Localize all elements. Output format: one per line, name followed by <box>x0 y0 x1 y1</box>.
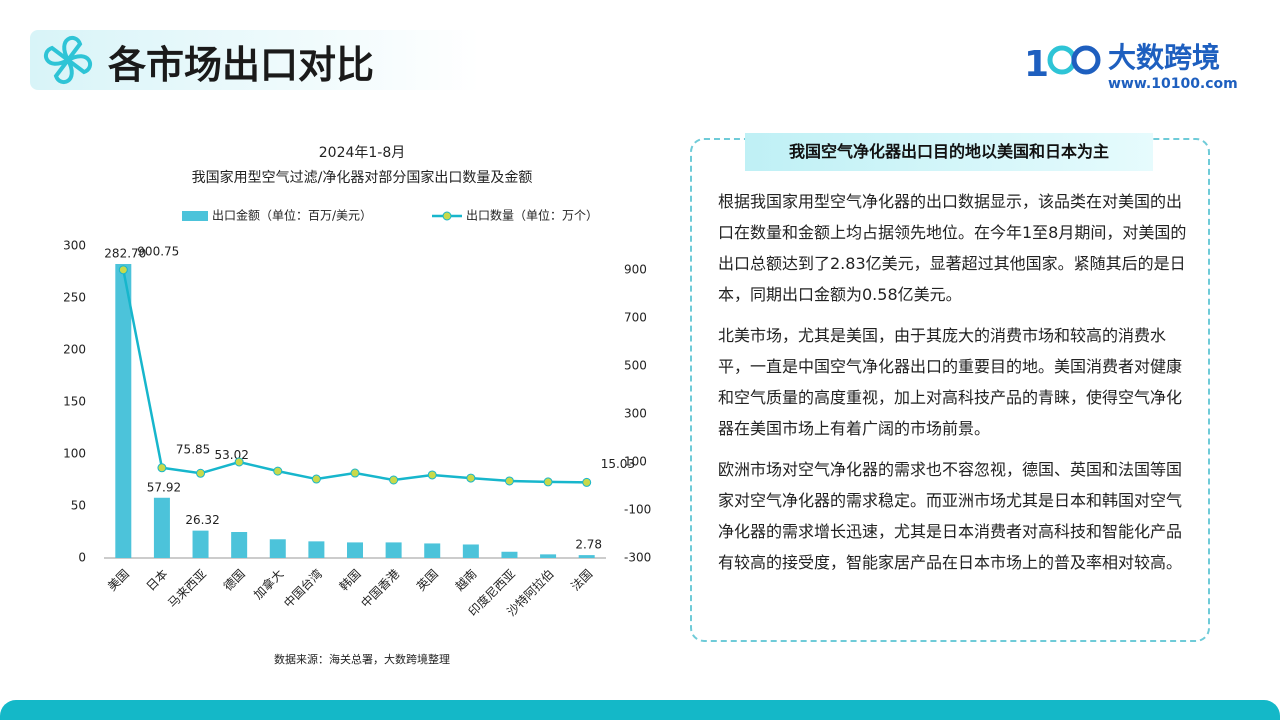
x-tick-label: 中国台湾 <box>280 566 325 611</box>
chart-source: 数据来源：海关总署，大数跨境整理 <box>274 652 450 666</box>
line-marker <box>389 475 399 485</box>
x-tick-label: 英国 <box>414 567 441 594</box>
line-marker <box>582 477 592 487</box>
line-value-label: 15.03 <box>601 457 635 471</box>
header-bg <box>30 30 480 90</box>
x-tick-label: 日本 <box>144 567 171 594</box>
line-marker <box>427 470 437 480</box>
line-value-label: 53.02 <box>215 448 249 462</box>
y-tick-label: 250 <box>63 291 86 305</box>
y-tick-label: 300 <box>63 239 86 253</box>
y-tick-label: 100 <box>63 447 86 461</box>
x-tick-label: 韩国 <box>336 566 364 594</box>
brand-logo: 1 <box>1024 44 1101 85</box>
bar <box>115 263 132 558</box>
chart-title: 2024年1-8月 <box>319 145 406 161</box>
bar <box>462 544 479 558</box>
svg-text:1: 1 <box>1024 44 1049 85</box>
x-tick-label: 中国香港 <box>358 566 403 611</box>
legend-label: 出口金额（单位：百万/美元） <box>212 208 372 223</box>
line-marker <box>234 457 244 467</box>
y2-tick-label: 300 <box>624 407 647 421</box>
y-tick-label: 150 <box>63 395 86 409</box>
chart: 2024年1-8月 我国家用型空气过滤/净化器对部分国家出口数量及金额 数据来源… <box>63 145 651 666</box>
line-marker <box>157 463 167 473</box>
paragraph: 北美市场，尤其是美国，由于其庞大的消费市场和较高的消费水平，一直是中国空气净化器… <box>718 326 1183 438</box>
brand-url: www.10100.com <box>1108 76 1238 92</box>
bar <box>308 541 325 558</box>
line-value-label: 900.75 <box>137 244 179 258</box>
bar-value-label: 26.32 <box>185 513 219 527</box>
bar <box>501 551 518 558</box>
bar <box>153 497 170 558</box>
x-tick-label: 德国 <box>220 566 248 594</box>
legend-label: 出口数量（单位：万个） <box>466 208 598 223</box>
x-tick-label: 美国 <box>105 567 132 594</box>
footer-bar <box>0 700 1280 720</box>
legend-swatch <box>182 211 208 221</box>
x-tick-label: 法国 <box>568 567 595 594</box>
y2-tick-label: 500 <box>624 359 647 373</box>
y2-tick-label: -300 <box>624 551 651 565</box>
bar <box>385 542 402 558</box>
line-marker <box>273 466 283 476</box>
bar-value-label: 2.78 <box>575 538 602 552</box>
y-tick-label: 0 <box>78 551 86 565</box>
y-tick-label: 50 <box>71 499 86 513</box>
line-marker <box>196 468 206 478</box>
x-tick-label: 马来西亚 <box>165 567 209 611</box>
line-marker <box>311 474 321 484</box>
page-title: 各市场出口对比 <box>108 43 375 87</box>
chart-subtitle: 我国家用型空气过滤/净化器对部分国家出口数量及金额 <box>192 169 533 186</box>
bar <box>424 543 441 558</box>
panel-title: 我国空气净化器出口目的地以美国和日本为主 <box>745 133 1153 171</box>
x-tick-label: 越南 <box>452 566 480 594</box>
y2-tick-label: -100 <box>624 503 651 517</box>
bar <box>192 530 209 558</box>
legend-marker <box>442 211 452 221</box>
paragraph: 欧洲市场对空气净化器的需求也不容忽视，德国、英国和法国等国家对空气净化器的需求稳… <box>718 460 1183 572</box>
bar <box>540 554 557 558</box>
x-tick-label: 加拿大 <box>250 566 286 602</box>
bar <box>578 555 595 558</box>
paragraph: 根据我国家用型空气净化器的出口数据显示，该品类在对美国的出口在数量和金额上均占据… <box>718 192 1187 304</box>
line-value-label: 75.85 <box>176 442 210 456</box>
line-marker <box>504 476 514 486</box>
logo-icon <box>43 35 93 85</box>
line-marker <box>118 265 128 275</box>
brand-name: 大数跨境 <box>1108 41 1221 74</box>
line-marker <box>350 468 360 478</box>
y-tick-label: 200 <box>63 343 86 357</box>
y2-tick-label: 900 <box>624 263 647 277</box>
line-marker <box>543 477 553 487</box>
y2-tick-label: 100 <box>624 455 647 469</box>
line-marker <box>466 473 476 483</box>
bar-value-label: 282.70 <box>104 246 146 260</box>
bar-value-label: 57.92 <box>147 480 181 494</box>
bar <box>231 532 248 558</box>
paragraphs: 根据我国家用型空气净化器的出口数据显示，该品类在对美国的出口在数量和金额上均占据… <box>718 186 1192 588</box>
bar <box>269 539 286 558</box>
y2-tick-label: 700 <box>624 311 647 325</box>
bar <box>347 542 363 558</box>
